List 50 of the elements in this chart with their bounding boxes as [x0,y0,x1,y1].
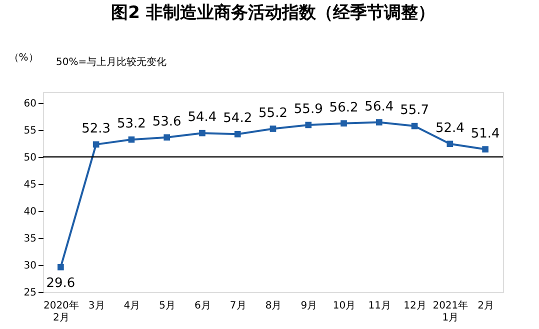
data-label: 29.6 [46,276,76,292]
y-tick-label: 50 [24,152,36,164]
y-tick-label: 55 [24,125,36,136]
point [164,134,170,141]
data-label: 56.2 [329,100,358,116]
data-label: 54.4 [188,110,217,126]
x-tick-label: 8月 [265,300,282,312]
x-tick-label: 9月 [300,300,318,312]
point [270,126,276,132]
x-tick-label: 4月 [124,300,140,312]
y-tick-label: 45 [24,179,36,190]
y-tick-label: 30 [24,260,36,272]
point [340,120,347,127]
point [411,122,418,130]
y-tick-label: 40 [24,206,36,218]
y-axis-title: （%） [8,52,38,64]
point [446,140,454,148]
x-tick-label: 11月 [368,300,392,312]
x-tick-label: 6月 [194,300,211,312]
x-tick-label: 2月 [478,300,494,312]
data-label: 55.7 [400,103,430,118]
data-label: 55.9 [294,102,323,117]
y-tick-label: 25 [24,288,36,298]
x-tick-label: 12月 [404,300,426,312]
data-label: 55.2 [258,106,288,121]
point [128,136,135,143]
text: 50%=与上月比较无变化 [56,56,167,68]
x-tick-label: 5月 [159,300,176,312]
x-tick-label: 10月 [332,300,356,312]
point [58,264,64,270]
y-tick-label: 35 [24,233,36,244]
x-tick-label: 2021年 1月 [432,300,468,324]
data-label: 51.4 [470,126,500,142]
x-tick-label: 3月 [88,300,105,312]
data-label: 54.2 [223,111,252,126]
data-label: 52.4 [435,120,464,136]
point [376,119,382,126]
data-label: 56.4 [364,99,394,114]
x-tick-label: 7月 [230,300,246,312]
point [199,130,206,136]
y-tick-label: 60 [24,98,36,110]
point [234,131,241,138]
data-label: 53.6 [152,114,182,130]
data-label: 53.2 [116,116,146,132]
point [92,141,100,148]
data-label: 52.3 [82,121,111,136]
point [482,146,488,152]
point [305,122,312,128]
x-tick-label: 2020年 2月 [43,300,79,324]
chart-title: 图2 非制造业商务活动指数（经季节调整） [111,3,435,23]
